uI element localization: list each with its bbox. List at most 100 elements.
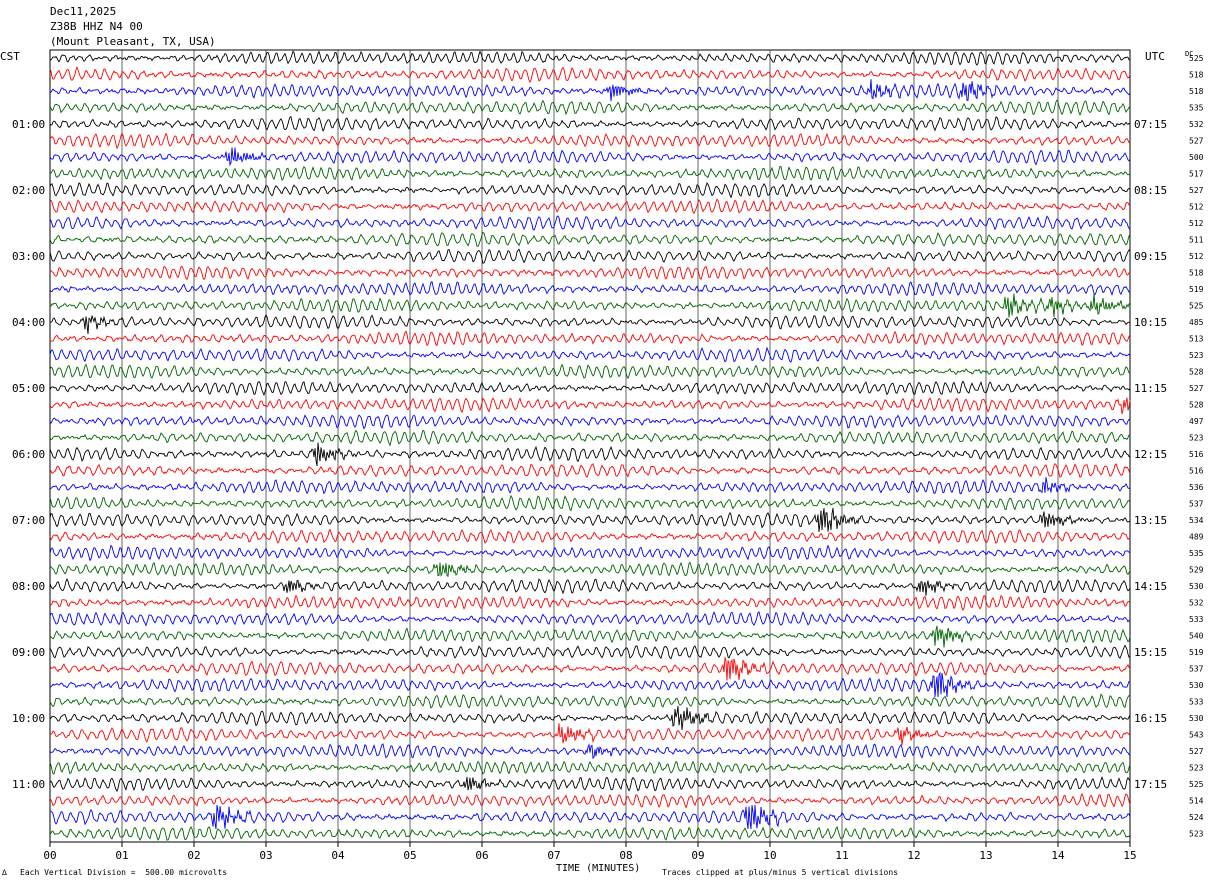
trace-line [49, 380, 1131, 397]
x-axis-label: TIME (MINUTES) [556, 863, 641, 874]
x-tick-label: 01 [115, 849, 128, 862]
trace-line [49, 462, 1131, 478]
trace-line [49, 776, 1131, 793]
dc-offset-label: 540 [1189, 632, 1204, 641]
dc-offset-label: 543 [1189, 731, 1204, 740]
trace-line [49, 116, 1131, 132]
x-tick-label: 06 [475, 849, 488, 862]
trace-line [49, 442, 1131, 467]
dc-offset-label: 527 [1189, 186, 1204, 195]
dc-offset-label: 533 [1189, 698, 1204, 707]
trace-line [49, 743, 1131, 760]
dc-offset-label: 525 [1189, 780, 1204, 789]
x-tick-label: 07 [547, 849, 560, 862]
dc-offset-label: 530 [1189, 681, 1204, 690]
dc-offset-label: 535 [1189, 104, 1204, 113]
trace-line [49, 265, 1131, 281]
trace-line [49, 671, 1131, 698]
trace-line [49, 397, 1131, 415]
trace-line [49, 644, 1131, 660]
dc-offset-label: 525 [1189, 302, 1204, 311]
trace-line [49, 528, 1131, 545]
trace-line [49, 248, 1131, 264]
trace-line [49, 363, 1131, 380]
trace-line [49, 215, 1131, 231]
cst-time-label: 09:00 [12, 646, 45, 659]
trace-line [49, 561, 1131, 578]
dc-offset-label: 528 [1189, 368, 1204, 377]
utc-time-label: 13:15 [1134, 514, 1167, 527]
cst-time-label: 03:00 [12, 250, 45, 263]
x-tick-label: 04 [331, 849, 345, 862]
trace-line [49, 280, 1131, 297]
trace-line [49, 723, 1131, 746]
dc-offset-label: 523 [1189, 351, 1204, 360]
cst-time-label: 02:00 [12, 184, 45, 197]
trace-line [49, 50, 1131, 66]
date-label: Dec11,2025 [50, 5, 117, 18]
clip-note: Traces clipped at plus/minus 5 vertical … [662, 868, 899, 877]
dc-offset-label: 532 [1189, 120, 1204, 129]
trace-line [49, 293, 1131, 318]
dc-offset-label: 516 [1189, 450, 1204, 459]
trace-line [49, 314, 1131, 335]
cst-time-label: 05:00 [12, 382, 45, 395]
trace-line [49, 594, 1131, 611]
dc-offset-label: 523 [1189, 764, 1204, 773]
utc-time-label: 17:15 [1134, 778, 1167, 791]
dc-offset-label: 489 [1189, 533, 1204, 542]
dc-offset-label: 535 [1189, 549, 1204, 558]
dc-offset-label: 519 [1189, 285, 1204, 294]
dc-offset-label: 534 [1189, 516, 1204, 525]
trace-line [49, 330, 1131, 347]
cst-label: CST [0, 50, 20, 63]
trace-line [49, 198, 1131, 215]
x-tick-label: 00 [43, 849, 56, 862]
dc-offset-label: 513 [1189, 335, 1204, 344]
x-tick-label: 13 [979, 849, 992, 862]
trace-line [49, 147, 1131, 167]
dc-label: DC [1185, 50, 1194, 58]
dc-offset-label: 527 [1189, 747, 1204, 756]
dc-offset-label: 530 [1189, 582, 1204, 591]
x-tick-label: 12 [907, 849, 920, 862]
dc-offset-label: 519 [1189, 648, 1204, 657]
cst-time-label: 04:00 [12, 316, 45, 329]
dc-offset-label: 533 [1189, 615, 1204, 624]
trace-line [49, 477, 1131, 495]
cst-time-label: 10:00 [12, 712, 45, 725]
trace-line [49, 544, 1131, 562]
trace-line [49, 507, 1131, 533]
trace-line [49, 414, 1131, 430]
utc-time-label: 08:15 [1134, 184, 1167, 197]
x-tick-label: 15 [1123, 849, 1136, 862]
x-tick-label: 05 [403, 849, 416, 862]
trace-line [49, 231, 1131, 247]
dc-offset-label: 518 [1189, 269, 1204, 278]
dc-offset-label: 517 [1189, 170, 1204, 179]
x-tick-label: 08 [619, 849, 632, 862]
dc-offset-label: 512 [1189, 252, 1204, 261]
trace-line [49, 429, 1131, 447]
x-tick-label: 14 [1051, 849, 1065, 862]
utc-time-label: 15:15 [1134, 646, 1167, 659]
trace-line [49, 182, 1131, 199]
trace-line [49, 760, 1131, 775]
utc-time-label: 16:15 [1134, 712, 1167, 725]
dc-offset-label: 527 [1189, 137, 1204, 146]
x-tick-label: 11 [835, 849, 848, 862]
dc-offset-label: 529 [1189, 566, 1204, 575]
dc-offset-label: 523 [1189, 434, 1204, 443]
trace-line [49, 99, 1131, 116]
dc-offset-label: 500 [1189, 153, 1204, 162]
dc-offset-label: 530 [1189, 714, 1204, 723]
trace-line [49, 494, 1131, 512]
dc-offset-label: 537 [1189, 665, 1204, 674]
trace-line [49, 625, 1131, 648]
dc-offset-label: 536 [1189, 483, 1204, 492]
dc-offset-label: 524 [1189, 813, 1204, 822]
trace-line [49, 66, 1131, 84]
trace-line [49, 346, 1131, 363]
station-label: Z38B HHZ N4 00 [50, 20, 143, 33]
